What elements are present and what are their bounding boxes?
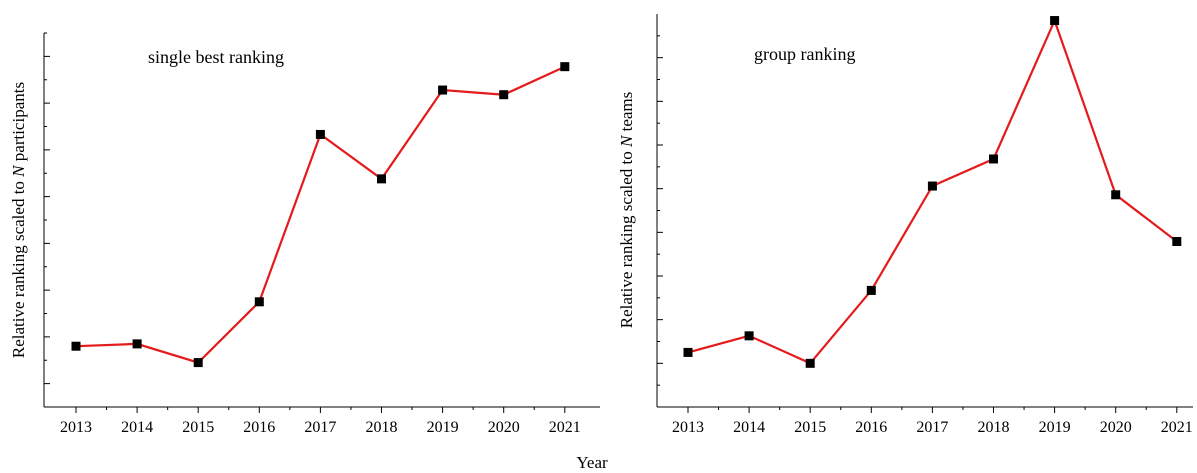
chart-single-best-ranking: 2013 2014 2015 2016 2017 2018 2019 2020 2021 Rela… — [9, 32, 600, 436]
x-tick-label: 2013 — [672, 419, 704, 436]
x-tick-label: 2021 — [1161, 419, 1193, 436]
data-point — [71, 341, 81, 351]
x-tick-label: 2018 — [978, 419, 1010, 436]
shared-x-axis-label: Year — [576, 453, 608, 472]
data-point — [683, 347, 693, 357]
x-tick-label: 2018 — [366, 419, 398, 436]
x-tick-label: 2017 — [304, 419, 336, 436]
x-tick-label: 2020 — [1100, 419, 1132, 436]
series-line — [687, 17, 1178, 365]
data-point — [866, 285, 876, 295]
data-point — [1172, 237, 1182, 247]
data-point — [254, 297, 264, 307]
x-tick-label: 2020 — [488, 419, 520, 436]
data-point — [315, 129, 325, 139]
data-point — [438, 85, 448, 95]
x-tick-label: 2016 — [855, 419, 887, 436]
x-tick-label: 2019 — [427, 419, 459, 436]
x-tick-label: 2017 — [916, 419, 948, 436]
data-point — [560, 62, 570, 72]
data-point — [1050, 16, 1060, 26]
x-tick-label: 2021 — [549, 419, 581, 436]
x-tick-label: 2013 — [60, 419, 92, 436]
x-tick-label: 2015 — [182, 419, 214, 436]
data-point — [805, 358, 815, 368]
data-point — [1111, 190, 1121, 200]
chart-annotation: single best ranking — [148, 47, 284, 67]
series-line — [75, 65, 566, 364]
data-point — [499, 90, 509, 100]
data-point — [927, 181, 937, 191]
data-point — [132, 339, 142, 349]
data-point — [377, 174, 386, 184]
x-tick-label: 2015 — [794, 419, 826, 436]
chart-group-ranking: 2013 2014 2015 2016 2017 2018 2019 2020 2021 Rela… — [617, 14, 1193, 436]
data-point — [193, 358, 203, 368]
chart-annotation: group ranking — [754, 44, 855, 64]
x-tick-label: 2014 — [121, 419, 153, 436]
y-axis-label: Relative ranking scaled to N teams — [617, 92, 636, 329]
x-tick-label: 2016 — [243, 419, 275, 436]
y-axis-label: Relative ranking scaled to N participant… — [9, 82, 28, 358]
data-point — [744, 331, 754, 341]
data-point — [989, 154, 998, 164]
x-tick-label: 2019 — [1039, 419, 1071, 436]
x-tick-label: 2014 — [733, 419, 765, 436]
